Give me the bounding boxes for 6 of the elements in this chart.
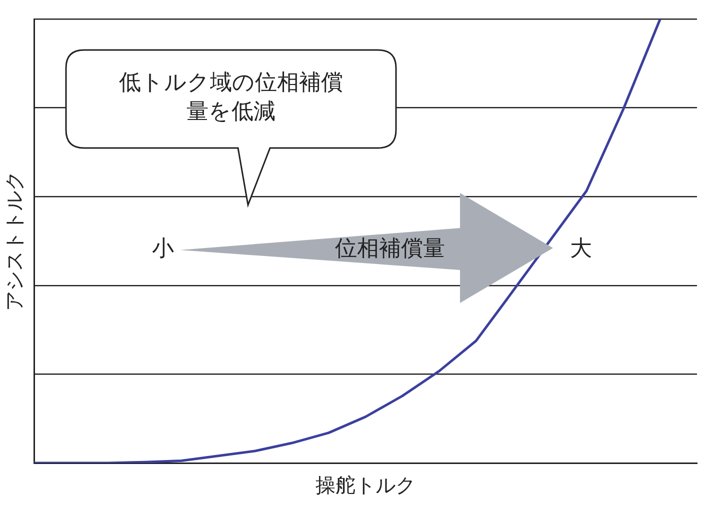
annotation: 小: [152, 236, 174, 264]
y-axis-title: アシストトルク: [2, 171, 26, 311]
annotation: 低トルク域の位相補償量を低減: [118, 69, 344, 126]
annotation: 大: [570, 236, 592, 264]
x-axis-title: 操舵トルク: [316, 473, 416, 498]
annotation: 位相補償量: [335, 236, 445, 264]
